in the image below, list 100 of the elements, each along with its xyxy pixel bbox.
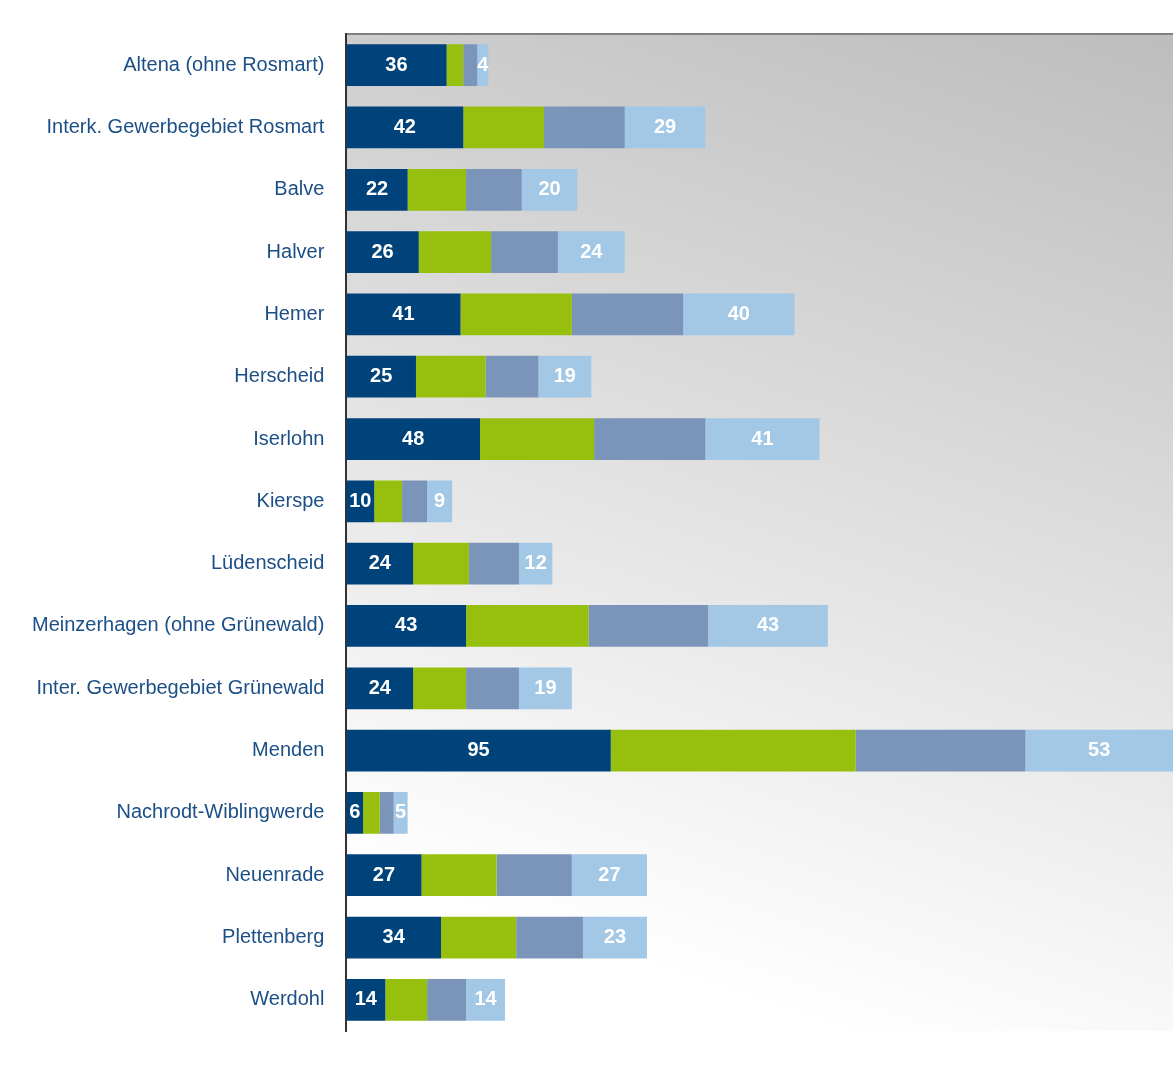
data-label: 4: [477, 52, 490, 75]
y-tick-label: Meinzerhagen (ohne Grünewald): [31, 613, 325, 636]
bar: [521, 168, 578, 211]
bar: [571, 854, 647, 897]
bar: [705, 418, 820, 460]
bar: [418, 231, 492, 273]
bar: [374, 480, 403, 523]
bar: [466, 168, 522, 211]
y-tick-label: Kierspe: [256, 488, 325, 511]
y-tick-label: Interk. Gewerbegebiet Rosmart: [46, 114, 325, 137]
bar: [346, 667, 414, 710]
data-label: 14: [354, 987, 378, 1010]
y-tick-label: Halver: [266, 239, 325, 262]
bar: [346, 44, 447, 87]
data-label: 43: [395, 613, 418, 636]
bar: [491, 231, 558, 273]
data-label: 42: [393, 114, 416, 137]
bar: [363, 792, 380, 834]
y-tick-label: Lüdenscheid: [210, 551, 325, 574]
bar: [346, 605, 467, 647]
data-label: 27: [598, 862, 621, 885]
bar: [346, 293, 461, 336]
y-tick-label: Werdohl: [250, 987, 325, 1010]
bar: [466, 667, 519, 710]
bar: [346, 854, 422, 897]
data-label: 41: [751, 426, 774, 449]
bar: [421, 854, 497, 897]
data-label: 95: [467, 738, 490, 761]
bar: [624, 106, 706, 149]
y-tick-label: Inter. Gewerbegebiet Grünewald: [36, 675, 325, 698]
bar: [346, 168, 408, 211]
data-label: 25: [370, 364, 393, 387]
bar: [610, 729, 856, 772]
data-label: 19: [553, 364, 576, 387]
bar: [518, 667, 572, 710]
bar: [485, 355, 539, 398]
bar: [683, 293, 795, 336]
y-tick-label: Nachrodt-Wiblingwerde: [116, 800, 325, 823]
bar: [1025, 729, 1173, 772]
data-label: 19: [534, 675, 557, 698]
data-label: 12: [524, 551, 547, 574]
data-label: 29: [653, 114, 677, 137]
data-label: 48: [402, 426, 425, 449]
bar: [446, 44, 464, 87]
data-label: 20: [538, 177, 561, 200]
data-label: 27: [372, 862, 396, 885]
bar: [346, 729, 611, 772]
data-label: 41: [392, 301, 415, 324]
data-label: 14: [474, 987, 498, 1010]
data-label: 5: [395, 800, 407, 823]
bar: [346, 106, 464, 149]
data-label: 9: [434, 488, 446, 511]
bar: [346, 355, 416, 398]
bar: [402, 480, 428, 523]
data-label: 36: [385, 52, 408, 75]
bar: [413, 667, 467, 710]
bar: [571, 293, 684, 336]
bar: [463, 106, 544, 149]
bar: [594, 418, 706, 460]
bar: [346, 418, 480, 460]
bar: [379, 792, 394, 834]
bar: [427, 978, 467, 1021]
data-label: 24: [580, 239, 604, 262]
bar: [407, 168, 467, 211]
bar: [588, 605, 709, 647]
bar: [708, 605, 828, 647]
data-label: 53: [1088, 738, 1111, 761]
y-tick-label: Plettenberg: [222, 925, 325, 948]
bar: [557, 231, 625, 273]
data-label: 26: [371, 239, 394, 262]
data-label: 6: [349, 800, 361, 823]
bar: [466, 978, 506, 1021]
bar: [463, 44, 478, 87]
data-label: 23: [603, 925, 627, 948]
bar: [415, 355, 486, 398]
bar: [516, 916, 583, 959]
data-label: 22: [365, 177, 389, 200]
bar: [460, 293, 572, 336]
bar: [385, 978, 428, 1021]
data-label: 24: [368, 675, 392, 698]
bar: [413, 542, 469, 585]
y-tick-label: Altena (ohne Rosmart): [123, 52, 325, 75]
bar: [538, 355, 592, 398]
y-tick-label: Menden: [252, 738, 325, 761]
bar: [346, 916, 442, 959]
data-label: 43: [756, 613, 780, 636]
bar: [496, 854, 572, 897]
bar: [544, 106, 625, 149]
y-tick-label: Balve: [274, 177, 325, 200]
y-tick-label: Herscheid: [234, 364, 325, 387]
data-label: 34: [382, 925, 406, 948]
data-label: 24: [368, 551, 392, 574]
bar: [479, 418, 595, 460]
bar: [855, 729, 1026, 772]
y-tick-label: Iserlohn: [253, 426, 325, 449]
data-label: 10: [349, 488, 372, 511]
bar: [466, 605, 589, 647]
bar: [468, 542, 519, 585]
bar: [346, 542, 414, 585]
bar: [441, 916, 517, 959]
